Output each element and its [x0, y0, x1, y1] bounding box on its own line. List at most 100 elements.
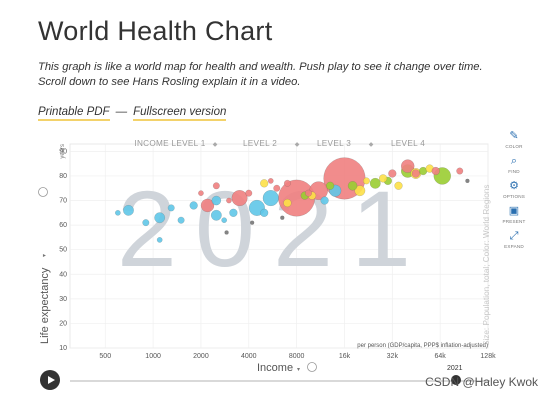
- country-bubble[interactable]: [212, 182, 220, 190]
- country-bubble[interactable]: [400, 159, 415, 173]
- y-tick-label: 20: [59, 320, 67, 327]
- tool-options[interactable]: ⚙ OPTIONS: [498, 180, 530, 199]
- country-bubble[interactable]: [280, 215, 285, 220]
- gear-icon: ⚙: [509, 180, 519, 192]
- country-bubble[interactable]: [211, 195, 222, 206]
- country-bubble[interactable]: [142, 219, 150, 227]
- tool-label: COLOR: [505, 144, 523, 149]
- year-watermark: 2021: [117, 168, 429, 289]
- country-bubble[interactable]: [354, 185, 366, 197]
- country-bubble[interactable]: [273, 184, 281, 192]
- country-bubble[interactable]: [362, 177, 370, 185]
- country-bubble[interactable]: [394, 181, 403, 190]
- country-bubble[interactable]: [411, 169, 420, 178]
- country-bubble[interactable]: [177, 216, 185, 224]
- links-row: Printable PDF — Fullscreen version: [38, 106, 227, 121]
- x-axis-info-icon[interactable]: [307, 362, 317, 372]
- x-tick-label: 1000: [145, 353, 161, 360]
- country-bubble[interactable]: [154, 212, 166, 224]
- country-bubble[interactable]: [224, 230, 229, 235]
- country-bubble[interactable]: [229, 208, 238, 217]
- y-axis-info-icon[interactable]: [38, 187, 48, 197]
- x-tick-label: 2000: [193, 353, 209, 360]
- country-bubble[interactable]: [267, 178, 274, 184]
- play-icon: [47, 376, 55, 384]
- country-bubble[interactable]: [262, 190, 279, 207]
- timeline-handle[interactable]: [451, 375, 461, 385]
- y-axis-unit: years: [60, 144, 66, 159]
- y-tick-label: 90: [59, 148, 67, 155]
- x-tick-label: 16k: [339, 353, 351, 360]
- tool-present[interactable]: ▣ PRESENT: [498, 205, 530, 224]
- right-axis-label[interactable]: Size: Population, total; Color: World Re…: [482, 185, 491, 346]
- country-bubble[interactable]: [114, 209, 121, 216]
- country-bubble[interactable]: [283, 179, 291, 187]
- bubbles[interactable]: [114, 157, 470, 243]
- x-axis-label[interactable]: Income: [257, 362, 293, 374]
- y-tick-label: 10: [59, 345, 67, 352]
- country-bubble[interactable]: [431, 166, 440, 176]
- x-tick-label: 64k: [435, 353, 447, 360]
- x-axis-unit-note: per person (GDP/capita, PPP$ inflation-a…: [357, 343, 488, 349]
- income-level-separator: ◆: [369, 141, 374, 148]
- income-level-label: INCOME LEVEL 1: [134, 139, 205, 148]
- x-tick-label: 4000: [241, 353, 257, 360]
- income-levels: INCOME LEVEL 1 ◆ LEVEL 2 ◆ LEVEL 3 ◆ LEVEL 4: [134, 139, 425, 148]
- y-tick-label: 80: [59, 173, 67, 180]
- page-title: World Health Chart: [38, 16, 273, 46]
- axes: 10 20 30 40 50 60 70 80 90 500 1000 2000 4000 8000 16k…: [59, 148, 496, 360]
- country-bubble[interactable]: [369, 177, 381, 189]
- country-bubble[interactable]: [465, 178, 470, 184]
- bubble-chart[interactable]: 2021 INCOME LEVEL 1 ◆ LEVEL 2 ◆ LEVEL 3 ◆ LEVE…: [0, 126, 548, 374]
- country-bubble[interactable]: [260, 208, 269, 217]
- country-bubble[interactable]: [347, 180, 358, 191]
- country-bubble[interactable]: [245, 189, 253, 197]
- x-tick-label: 500: [99, 353, 111, 360]
- country-bubble[interactable]: [249, 220, 255, 225]
- country-bubble[interactable]: [320, 196, 329, 205]
- printable-pdf-link[interactable]: Printable PDF: [38, 106, 110, 121]
- country-bubble[interactable]: [167, 204, 175, 212]
- income-level-label: LEVEL 4: [391, 139, 425, 148]
- x-tick-label: 32k: [387, 353, 399, 360]
- country-bubble[interactable]: [189, 201, 198, 210]
- tool-color[interactable]: ✎ COLOR: [498, 130, 530, 149]
- links-separator: —: [115, 106, 128, 118]
- country-bubble[interactable]: [388, 169, 397, 178]
- income-level-label: LEVEL 3: [317, 139, 351, 148]
- income-level-separator: ◆: [295, 141, 300, 148]
- y-axis-title[interactable]: Life expectancy: [39, 267, 51, 344]
- country-bubble[interactable]: [156, 237, 163, 243]
- timeline-track[interactable]: [70, 380, 490, 382]
- search-icon: ⌕: [510, 155, 518, 167]
- country-bubble[interactable]: [226, 197, 232, 204]
- play-button[interactable]: [40, 370, 60, 390]
- country-bubble[interactable]: [231, 190, 248, 207]
- country-bubble[interactable]: [260, 179, 269, 188]
- x-tick-label: 8000: [289, 353, 305, 360]
- present-icon: ▣: [508, 205, 520, 217]
- country-bubble[interactable]: [456, 167, 464, 175]
- country-bubble[interactable]: [210, 209, 222, 221]
- tool-label: FIND: [508, 169, 520, 174]
- tool-find[interactable]: ⌕ FIND: [498, 155, 530, 174]
- pencil-icon: ✎: [509, 130, 519, 142]
- x-axis-dropdown-icon[interactable]: ▾: [297, 366, 300, 373]
- country-bubble[interactable]: [283, 198, 292, 208]
- y-axis-dropdown-icon[interactable]: ▾: [41, 254, 48, 257]
- country-bubble[interactable]: [198, 190, 204, 197]
- fullscreen-link[interactable]: Fullscreen version: [133, 106, 227, 121]
- country-bubble[interactable]: [378, 174, 388, 183]
- country-bubble[interactable]: [325, 181, 335, 190]
- country-bubble[interactable]: [221, 217, 228, 224]
- expand-icon: ⤢: [509, 230, 519, 242]
- tool-expand[interactable]: ⤢ EXPAND: [498, 230, 530, 249]
- country-bubble[interactable]: [123, 204, 134, 216]
- country-bubble[interactable]: [304, 189, 312, 197]
- y-tick-label: 50: [59, 247, 67, 254]
- country-bubble[interactable]: [200, 198, 215, 213]
- csdn-watermark: CSDN @Haley Kwok: [425, 375, 538, 389]
- tool-label: PRESENT: [502, 219, 526, 224]
- y-axis-label[interactable]: Life expectancy: [39, 267, 51, 344]
- timeline-year: 2021: [447, 365, 463, 372]
